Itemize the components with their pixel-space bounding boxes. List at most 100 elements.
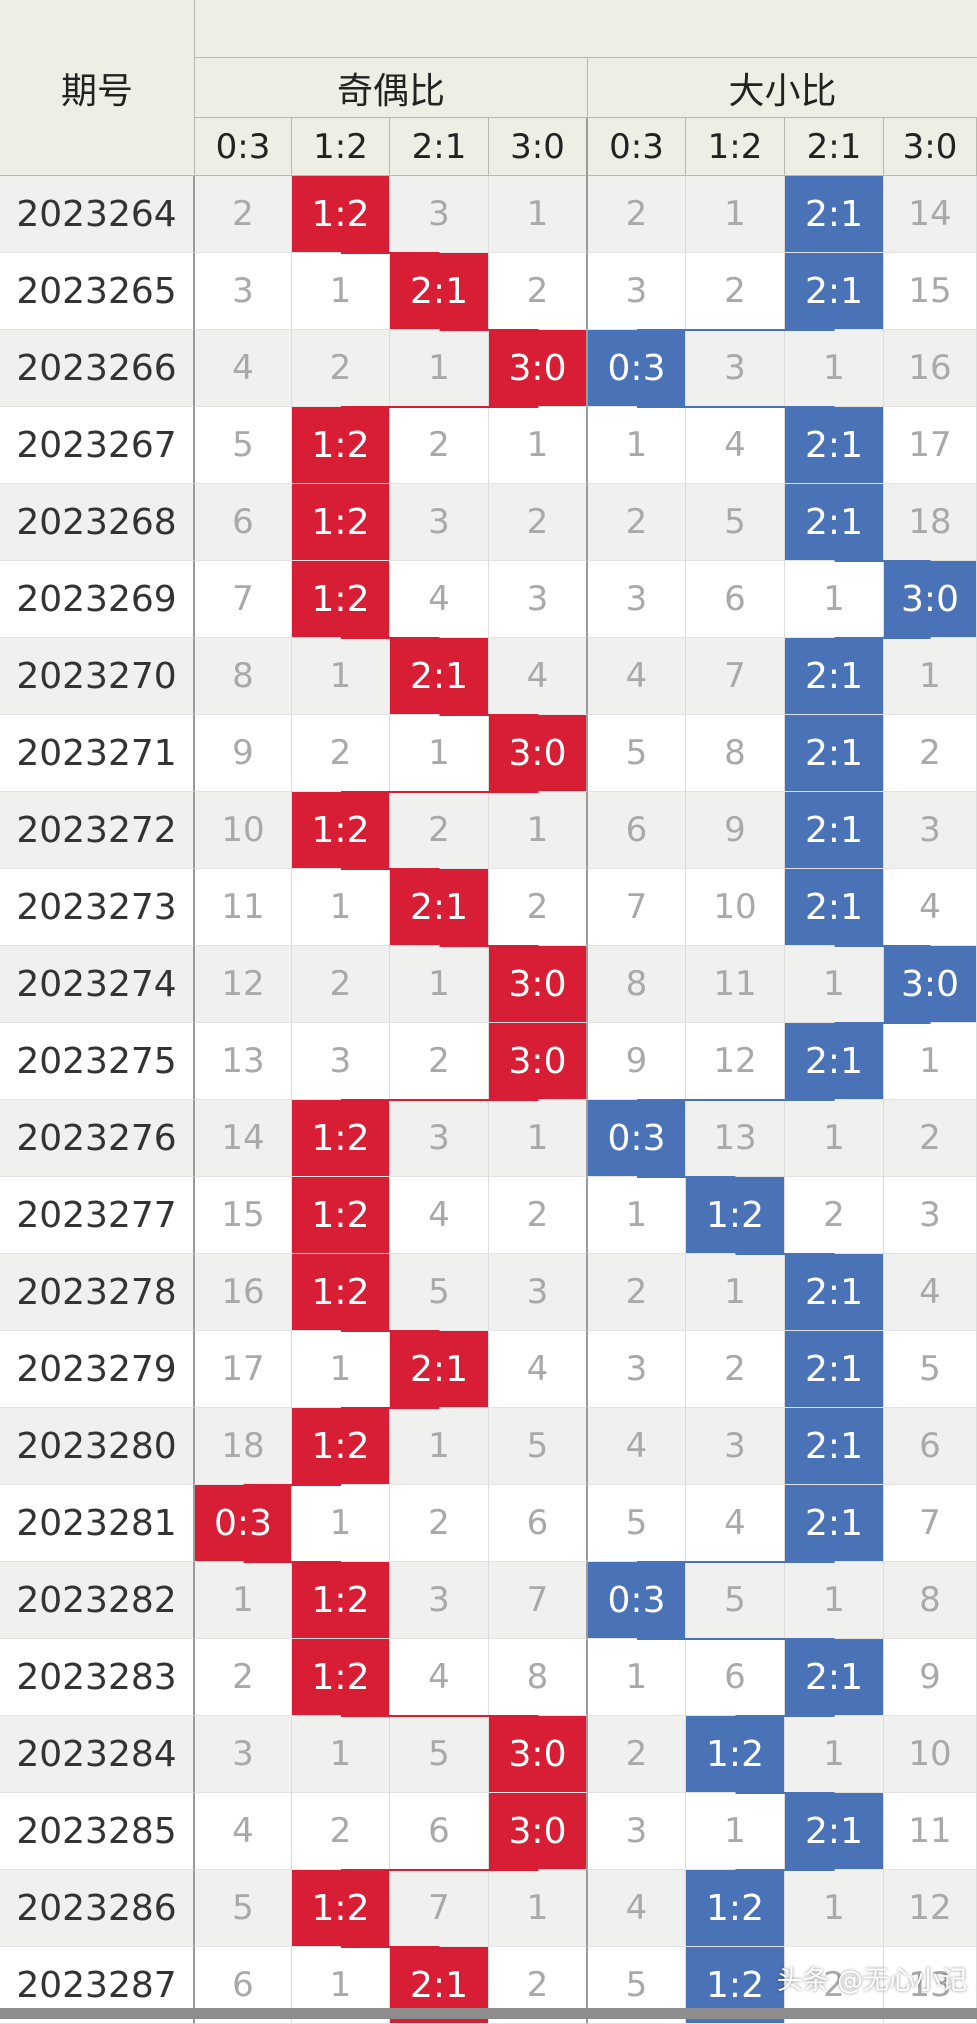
- period-cell: 2023273: [0, 869, 195, 946]
- odd-even-hit-cell: 1:2: [292, 484, 390, 561]
- big-small-hit-cell: 1:2: [686, 1870, 785, 1947]
- period-cell: 2023284: [0, 1716, 195, 1793]
- period-cell: 2023271: [0, 715, 195, 792]
- miss-count-cell: 4: [489, 1331, 588, 1408]
- period-cell: 2023281: [0, 1485, 195, 1562]
- odd-even-hit-cell: 1:2: [292, 1639, 390, 1716]
- odd-even-hit-cell: 2:1: [390, 1331, 489, 1408]
- miss-count-cell: 5: [195, 407, 292, 484]
- period-cell: 2023277: [0, 1177, 195, 1254]
- miss-count-cell: 5: [390, 1716, 489, 1793]
- miss-count-cell: 7: [588, 869, 686, 946]
- miss-count-cell: 3: [686, 1408, 785, 1485]
- period-cell: 2023266: [0, 330, 195, 407]
- miss-count-cell: 1: [489, 176, 588, 253]
- miss-count-cell: 4: [588, 1870, 686, 1947]
- miss-count-cell: 1: [785, 1870, 884, 1947]
- miss-count-cell: 8: [884, 1562, 977, 1639]
- miss-count-cell: 1: [292, 1331, 390, 1408]
- odd-even-hit-cell: 3:0: [489, 1023, 588, 1100]
- miss-count-cell: 1: [489, 407, 588, 484]
- miss-count-cell: 2: [292, 1793, 390, 1870]
- miss-count-cell: 5: [588, 1485, 686, 1562]
- miss-count-cell: 1: [785, 1100, 884, 1177]
- miss-count-cell: 3: [588, 253, 686, 330]
- miss-count-cell: 8: [489, 1639, 588, 1716]
- big-small-hit-cell: 0:3: [588, 330, 686, 407]
- miss-count-cell: 10: [884, 1716, 977, 1793]
- miss-count-cell: 4: [195, 1793, 292, 1870]
- miss-count-cell: 1: [195, 1562, 292, 1639]
- big-small-group-header: 大小比: [588, 58, 977, 118]
- miss-count-cell: 2: [292, 715, 390, 792]
- miss-count-cell: 6: [686, 1639, 785, 1716]
- miss-count-cell: 4: [588, 1408, 686, 1485]
- miss-count-cell: 6: [195, 484, 292, 561]
- odd-even-hit-cell: 1:2: [292, 1408, 390, 1485]
- odd-even-hit-cell: 1:2: [292, 1254, 390, 1331]
- big-small-hit-cell: 2:1: [785, 1408, 884, 1485]
- odd-even-hit-cell: 2:1: [390, 638, 489, 715]
- miss-count-cell: 3: [489, 1254, 588, 1331]
- miss-count-cell: 14: [195, 1100, 292, 1177]
- big-small-hit-cell: 2:1: [785, 869, 884, 946]
- miss-count-cell: 1: [785, 1562, 884, 1639]
- miss-count-cell: 2: [686, 1331, 785, 1408]
- sub-header-odd-even-1: 1:2: [292, 118, 390, 176]
- sub-header-big-small-3: 3:0: [884, 118, 977, 176]
- miss-count-cell: 4: [195, 330, 292, 407]
- miss-count-cell: 3: [390, 1562, 489, 1639]
- odd-even-hit-cell: 1:2: [292, 1177, 390, 1254]
- miss-count-cell: 4: [588, 638, 686, 715]
- miss-count-cell: 1: [292, 253, 390, 330]
- miss-count-cell: 15: [195, 1177, 292, 1254]
- miss-count-cell: 1: [686, 176, 785, 253]
- miss-count-cell: 5: [489, 1408, 588, 1485]
- miss-count-cell: 2: [390, 1023, 489, 1100]
- big-small-hit-cell: 1:2: [686, 1716, 785, 1793]
- big-small-hit-cell: 2:1: [785, 407, 884, 484]
- miss-count-cell: 2: [292, 330, 390, 407]
- miss-count-cell: 7: [489, 1562, 588, 1639]
- odd-even-hit-cell: 1:2: [292, 407, 390, 484]
- miss-count-cell: 1: [489, 1870, 588, 1947]
- miss-count-cell: 13: [195, 1023, 292, 1100]
- period-cell: 2023269: [0, 561, 195, 638]
- miss-count-cell: 2: [588, 484, 686, 561]
- miss-count-cell: 1: [292, 638, 390, 715]
- miss-count-cell: 5: [195, 1870, 292, 1947]
- miss-count-cell: 5: [390, 1254, 489, 1331]
- miss-count-cell: 1: [292, 1485, 390, 1562]
- miss-count-cell: 2: [588, 176, 686, 253]
- sub-header-big-small-1: 1:2: [686, 118, 785, 176]
- miss-count-cell: 7: [390, 1870, 489, 1947]
- big-small-hit-cell: 0:3: [588, 1100, 686, 1177]
- miss-count-cell: 1: [588, 1639, 686, 1716]
- big-small-hit-cell: 3:0: [884, 561, 977, 638]
- sub-header-big-small-2: 2:1: [785, 118, 884, 176]
- miss-count-cell: 6: [489, 1485, 588, 1562]
- miss-count-cell: 2: [489, 253, 588, 330]
- sub-header-odd-even-0: 0:3: [195, 118, 292, 176]
- odd-even-hit-cell: 2:1: [390, 869, 489, 946]
- miss-count-cell: 9: [195, 715, 292, 792]
- odd-even-hit-cell: 1:2: [292, 176, 390, 253]
- miss-count-cell: 4: [489, 638, 588, 715]
- miss-count-cell: 2: [489, 484, 588, 561]
- big-small-group-label: 大小比: [728, 70, 837, 112]
- miss-count-cell: 3: [686, 330, 785, 407]
- miss-count-cell: 9: [588, 1023, 686, 1100]
- miss-count-cell: 3: [195, 253, 292, 330]
- odd-even-group-label: 奇偶比: [336, 70, 445, 112]
- miss-count-cell: 12: [195, 946, 292, 1023]
- big-small-hit-cell: 2:1: [785, 638, 884, 715]
- sub-header-big-small-0: 0:3: [588, 118, 686, 176]
- miss-count-cell: 1: [785, 946, 884, 1023]
- miss-count-cell: 8: [195, 638, 292, 715]
- odd-even-hit-cell: 0:3: [195, 1485, 292, 1562]
- miss-count-cell: 4: [390, 561, 489, 638]
- period-cell: 2023274: [0, 946, 195, 1023]
- big-small-hit-cell: 2:1: [785, 484, 884, 561]
- miss-count-cell: 4: [884, 869, 977, 946]
- period-cell: 2023280: [0, 1408, 195, 1485]
